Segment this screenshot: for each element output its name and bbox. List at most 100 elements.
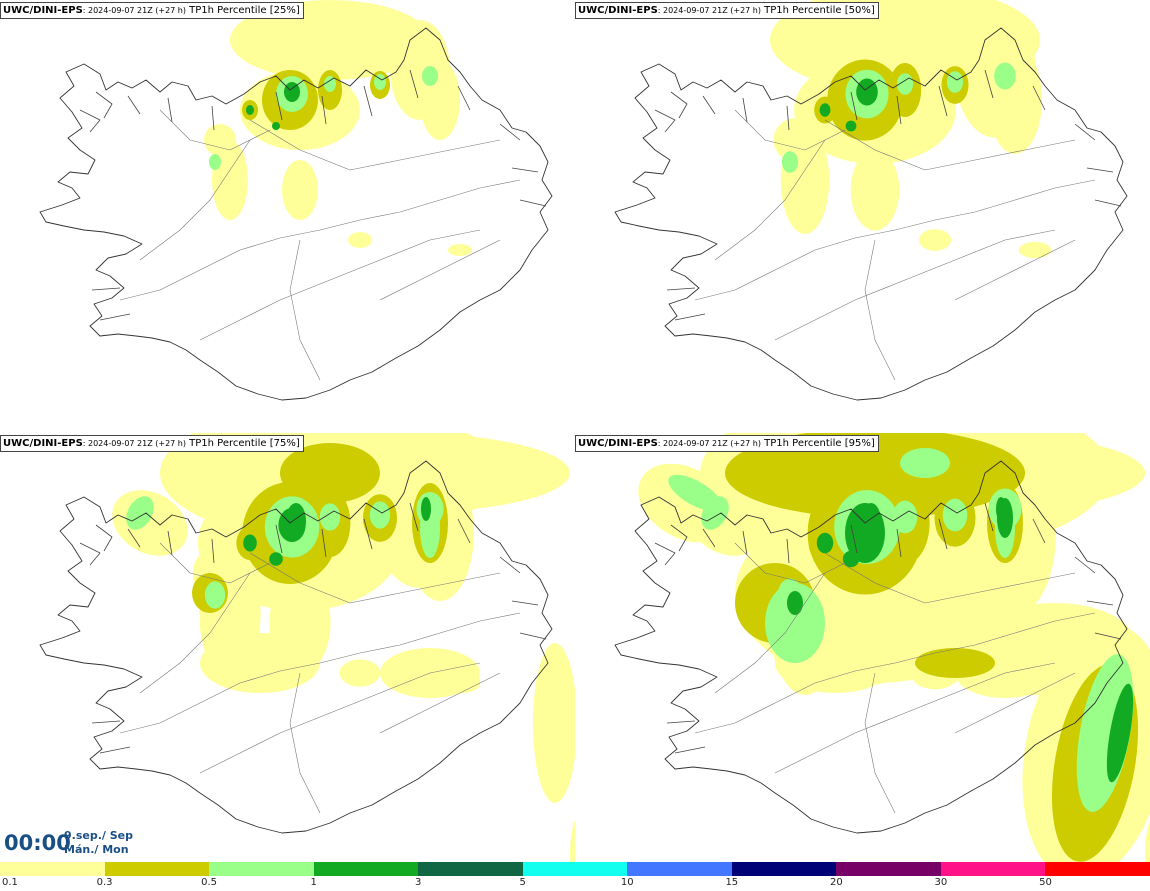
panel-title: UWC/DINI-EPS: 2024-09-07 21Z (+27 h) TP1… bbox=[0, 435, 304, 452]
precip-area bbox=[668, 474, 722, 512]
fjord-line bbox=[275, 91, 283, 121]
road-line bbox=[199, 229, 481, 341]
panel-source: UWC/DINI-EPS bbox=[3, 438, 83, 449]
fjord-line bbox=[850, 91, 858, 121]
precip-area bbox=[286, 503, 306, 539]
road-line bbox=[119, 612, 521, 734]
road-line bbox=[379, 672, 501, 734]
precip-area bbox=[209, 154, 221, 170]
precip-area bbox=[230, 0, 430, 80]
valid-date-line1: 9.sep./ Sep bbox=[64, 829, 133, 842]
color-scale-label: 3 bbox=[414, 877, 422, 888]
precip-area bbox=[994, 62, 1016, 90]
color-scale-label: 0.3 bbox=[96, 877, 113, 888]
precip-area bbox=[204, 124, 236, 156]
map-panel-50: UWC/DINI-EPS: 2024-09-07 21Z (+27 h) TP1… bbox=[575, 0, 1150, 430]
color-scale-label: 1 bbox=[310, 877, 317, 888]
color-scale-segment bbox=[313, 862, 419, 876]
fjord-line bbox=[211, 538, 215, 564]
precip-area bbox=[725, 433, 1025, 518]
panel-run: : 2024-09-07 21Z (+27 h) bbox=[82, 6, 186, 15]
precip-area bbox=[942, 498, 968, 532]
fjord-line bbox=[95, 524, 113, 552]
fjord-line bbox=[670, 524, 688, 552]
fjord-line bbox=[409, 69, 419, 99]
color-scale-segment bbox=[940, 862, 1046, 876]
fjord-line bbox=[1094, 632, 1122, 640]
precip-area bbox=[787, 591, 803, 615]
fjord-line bbox=[1086, 167, 1114, 173]
precip-area bbox=[126, 496, 154, 530]
coastline bbox=[39, 460, 553, 834]
fjord-line bbox=[167, 530, 173, 556]
road-line bbox=[694, 179, 1096, 301]
precip-area bbox=[845, 503, 885, 563]
panel-percentile: TP1h Percentile [75%] bbox=[185, 438, 300, 449]
panel-source: UWC/DINI-EPS bbox=[3, 5, 83, 16]
fjord-line bbox=[1086, 600, 1114, 606]
fjord-line bbox=[702, 528, 716, 548]
road-line bbox=[159, 542, 271, 584]
panel-percentile: TP1h Percentile [25%] bbox=[185, 5, 300, 16]
fjord-line bbox=[99, 313, 131, 321]
color-scale-label: 20 bbox=[829, 877, 843, 888]
color-scale-segment bbox=[209, 862, 314, 876]
color-scale-label: 0.5 bbox=[201, 877, 218, 888]
fjord-line bbox=[321, 528, 327, 558]
color-scale-label: 50 bbox=[1039, 877, 1052, 888]
road-line bbox=[379, 239, 501, 301]
road-line bbox=[774, 229, 1056, 341]
map-panel-75: UWC/DINI-EPS: 2024-09-07 21Z (+27 h) TP1… bbox=[0, 433, 575, 863]
fjord-line bbox=[211, 105, 215, 131]
valid-time-box: 00:00 9.sep./ Sep Mán./ Mon bbox=[0, 826, 150, 862]
precip-area bbox=[272, 122, 280, 130]
fjord-line bbox=[91, 287, 121, 291]
precip-area bbox=[765, 583, 825, 663]
precip-area bbox=[1018, 241, 1052, 259]
road-line bbox=[249, 119, 501, 171]
fjord-line bbox=[457, 85, 471, 111]
precip-area bbox=[280, 443, 380, 503]
fjord-line bbox=[896, 95, 902, 125]
valid-time-date: 9.sep./ Sep Mán./ Mon bbox=[64, 829, 133, 857]
precip-area bbox=[819, 103, 831, 117]
fjord-line bbox=[1074, 556, 1096, 574]
fjord-line bbox=[127, 95, 141, 115]
fjord-line bbox=[850, 524, 858, 554]
road-line bbox=[734, 109, 846, 151]
road-line bbox=[289, 239, 321, 381]
valid-date-line2: Mán./ Mon bbox=[64, 843, 129, 856]
precip-area bbox=[915, 648, 995, 678]
precip-area bbox=[570, 819, 575, 863]
fjord-line bbox=[1074, 123, 1096, 141]
road-line bbox=[954, 239, 1076, 301]
road-line bbox=[774, 662, 1056, 774]
precip-area bbox=[997, 498, 1013, 538]
map-canvas bbox=[614, 0, 1128, 401]
color-scale-label: 15 bbox=[725, 877, 739, 888]
road-line bbox=[714, 139, 826, 261]
road-line bbox=[864, 672, 896, 814]
precip-area bbox=[896, 73, 914, 95]
fjord-line bbox=[127, 528, 141, 548]
road-line bbox=[159, 109, 271, 151]
precip-area bbox=[1145, 819, 1150, 863]
precip-area bbox=[369, 501, 391, 529]
precip-area bbox=[339, 659, 381, 687]
road-line bbox=[714, 572, 826, 694]
color-scale-label: 10 bbox=[620, 877, 634, 888]
fjord-line bbox=[1032, 518, 1046, 544]
panel-percentile: TP1h Percentile [95%] bbox=[760, 438, 875, 449]
fjord-line bbox=[519, 199, 547, 207]
fjord-line bbox=[984, 502, 994, 532]
precip-area bbox=[781, 151, 799, 173]
fjord-line bbox=[91, 720, 121, 724]
color-scale-segment bbox=[731, 862, 837, 876]
road-line bbox=[824, 552, 1076, 604]
fjord-line bbox=[786, 105, 790, 131]
road-line bbox=[289, 672, 321, 814]
panel-run: : 2024-09-07 21Z (+27 h) bbox=[657, 6, 761, 15]
precip-area bbox=[348, 232, 372, 248]
color-scale-segment bbox=[0, 862, 105, 876]
fjord-line bbox=[79, 542, 101, 566]
